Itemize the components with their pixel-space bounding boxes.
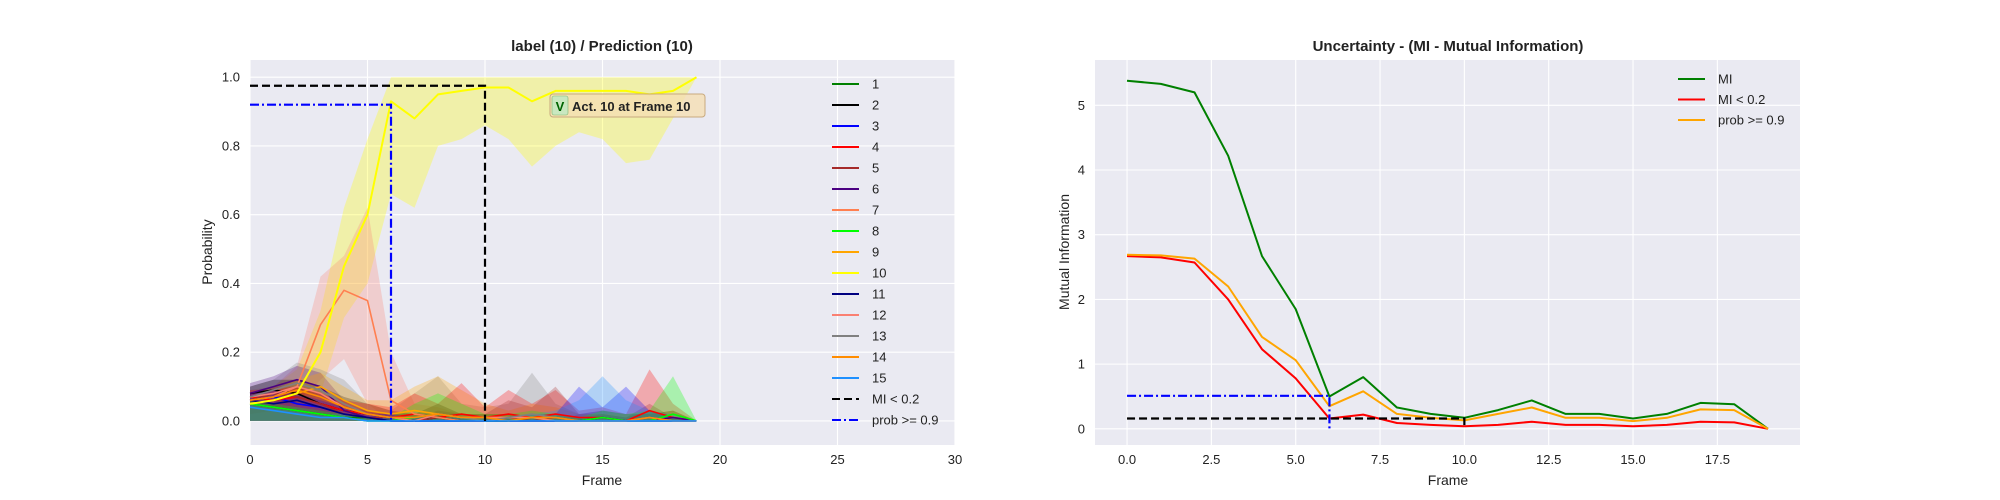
y-tick-label: 0.8 (222, 138, 240, 153)
threshold-line-0 (1127, 417, 1466, 429)
right-chart-title: Uncertainty - (MI - Mutual Information) (1313, 38, 1584, 55)
legend-label: prob >= 0.9 (1718, 113, 1785, 128)
left-x-axis-label: Frame (582, 472, 623, 488)
right-legend: MI MI < 0.2 prob >= 0.9 (1678, 72, 1785, 128)
threshold-line-1 (1127, 394, 1331, 429)
left-x-ticks: 0 5 10 15 20 25 30 (246, 452, 962, 467)
left-chart: 0 5 10 15 20 25 30 0.00.20.40.60.81.0 label (1… (199, 38, 962, 488)
x-tick-label: 7.5 (1371, 452, 1389, 467)
x-tick-label: 25 (830, 452, 844, 467)
band-series-7 (250, 207, 697, 421)
right-x-axis-label: Frame (1428, 472, 1469, 488)
band-series-13 (250, 362, 697, 421)
series-line-prob-0-9 (1126, 253, 1769, 430)
band-series-10 (250, 77, 697, 415)
x-tick-label: 2.5 (1202, 452, 1220, 467)
series-line-10 (249, 76, 698, 405)
legend-label: 2 (872, 98, 879, 113)
y-tick-label: 0.2 (222, 345, 240, 360)
annotation-box (549, 93, 706, 118)
left-threshold-lines (250, 84, 487, 421)
checkmark-icon-glyph: V (556, 99, 565, 114)
right-threshold-lines (1127, 394, 1466, 429)
right-chart: 0.0 2.5 5.0 7.5 10.0 12.5 15.0 17.5 0 1 2 3 4 5 Unce… (1056, 38, 1800, 488)
checkmark-icon (551, 95, 569, 116)
y-tick-label: 0.4 (222, 276, 240, 291)
right-plot-area (1095, 60, 1800, 445)
legend-label: 5 (872, 161, 879, 176)
legend-label: MI < 0.2 (872, 392, 919, 407)
series-line-MI (1126, 79, 1769, 430)
band-series-15 (250, 376, 697, 421)
x-tick-label: 5 (364, 452, 371, 467)
series-line-MI-0-2 (1126, 255, 1769, 430)
legend-label: 13 (872, 329, 886, 344)
y-tick-label: 0 (1078, 421, 1085, 436)
left-annotation: V Act. 10 at Frame 10 (549, 93, 706, 118)
threshold-line-0 (250, 84, 487, 421)
left-y-axis-label: Probability (199, 219, 215, 284)
band-series-8 (250, 376, 697, 421)
y-tick-label: 4 (1078, 163, 1085, 178)
right-x-ticks: 0.0 2.5 5.0 7.5 10.0 12.5 15.0 17.5 (1118, 452, 1730, 467)
threshold-line-1 (250, 103, 393, 421)
y-tick-label: 1 (1078, 357, 1085, 372)
legend-label: 6 (872, 182, 879, 197)
legend-label: 8 (872, 224, 879, 239)
y-tick-label: 3 (1078, 227, 1085, 242)
x-tick-label: 12.5 (1536, 452, 1561, 467)
y-tick-label: 0.0 (222, 413, 240, 428)
x-tick-label: 17.5 (1705, 452, 1730, 467)
legend-label: 11 (872, 287, 886, 302)
legend-label: 15 (872, 371, 886, 386)
legend-label: 4 (872, 140, 879, 155)
legend-label: prob >= 0.9 (872, 413, 939, 428)
left-y-ticks: 0.0 0.2 0.4 0.6 0.8 1.0 (222, 70, 240, 429)
left-chart-title: label (10) / Prediction (10) (511, 38, 693, 55)
y-tick-label: 1.0 (222, 70, 240, 85)
y-tick-label: 5 (1078, 98, 1085, 113)
x-tick-label: 0 (246, 452, 253, 467)
legend-label: 10 (872, 266, 886, 281)
x-tick-label: 30 (948, 452, 962, 467)
right-grid (1095, 60, 1800, 445)
legend-label: 14 (872, 350, 886, 365)
band-series-6 (250, 365, 697, 421)
y-tick-label: 0.6 (222, 207, 240, 222)
right-y-ticks: 0 1 2 3 4 5 (1078, 98, 1085, 437)
y-tick-label: 2 (1078, 292, 1085, 307)
x-tick-label: 15.0 (1620, 452, 1645, 467)
annotation-text: Act. 10 at Frame 10 (572, 99, 691, 114)
legend-label: 9 (872, 245, 879, 260)
legend-label: 1 (872, 77, 879, 92)
band-series-2 (250, 379, 697, 421)
x-tick-label: 5.0 (1287, 452, 1305, 467)
x-tick-label: 0.0 (1118, 452, 1136, 467)
legend-label: 12 (872, 308, 886, 323)
x-tick-label: 20 (713, 452, 727, 467)
legend-label: MI < 0.2 (1718, 92, 1765, 107)
band-series-3 (250, 386, 697, 421)
x-tick-label: 10 (478, 452, 492, 467)
x-tick-label: 15 (595, 452, 609, 467)
x-tick-label: 10.0 (1452, 452, 1477, 467)
legend-label: 7 (872, 203, 879, 218)
legend-label: 3 (872, 119, 879, 134)
right-y-axis-label: Mutual Information (1056, 194, 1072, 310)
legend-label: MI (1718, 72, 1732, 87)
right-series (1126, 79, 1769, 430)
left-series (249, 76, 698, 422)
series-line-15 (249, 406, 697, 422)
